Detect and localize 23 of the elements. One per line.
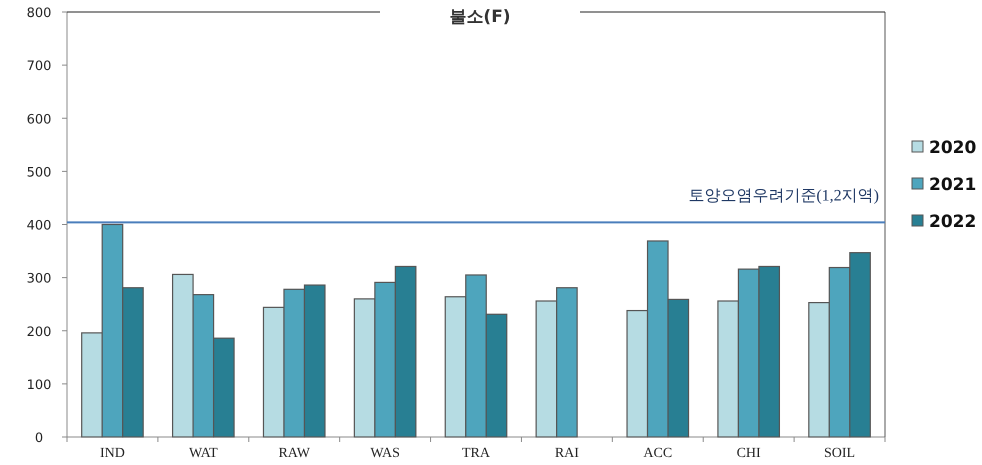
y-tick-label: 600 xyxy=(26,112,52,128)
y-tick-label: 0 xyxy=(34,431,44,446)
x-tick-label: SOIL xyxy=(824,446,856,461)
y-tick-label: 700 xyxy=(26,59,52,74)
x-tick-label: ACC xyxy=(643,446,672,461)
x-tick-label: RAW xyxy=(278,446,311,461)
legend-label: 2022 xyxy=(929,212,976,232)
x-tick-label: RAI xyxy=(554,446,580,461)
x-tick-label: WAT xyxy=(188,446,218,461)
y-tick-label: 100 xyxy=(26,378,52,393)
y-tick-label: 400 xyxy=(26,218,52,234)
x-tick-label: IND xyxy=(100,446,125,461)
x-tick-label: TRA xyxy=(462,446,491,461)
y-tick-label: 300 xyxy=(26,272,52,287)
y-tick-label: 200 xyxy=(26,324,52,340)
y-tick-label: 500 xyxy=(26,165,52,180)
x-tick-label: CHI xyxy=(736,446,762,461)
chart-title: 불소(F) xyxy=(449,7,511,27)
y-tick-label: 800 xyxy=(26,6,52,21)
legend-label: 2020 xyxy=(929,138,976,158)
legend-label: 2021 xyxy=(929,175,976,195)
ref-line-label: 토양오염우려기준(1,2지역) xyxy=(688,187,879,204)
x-tick-label: WAS xyxy=(370,446,400,461)
